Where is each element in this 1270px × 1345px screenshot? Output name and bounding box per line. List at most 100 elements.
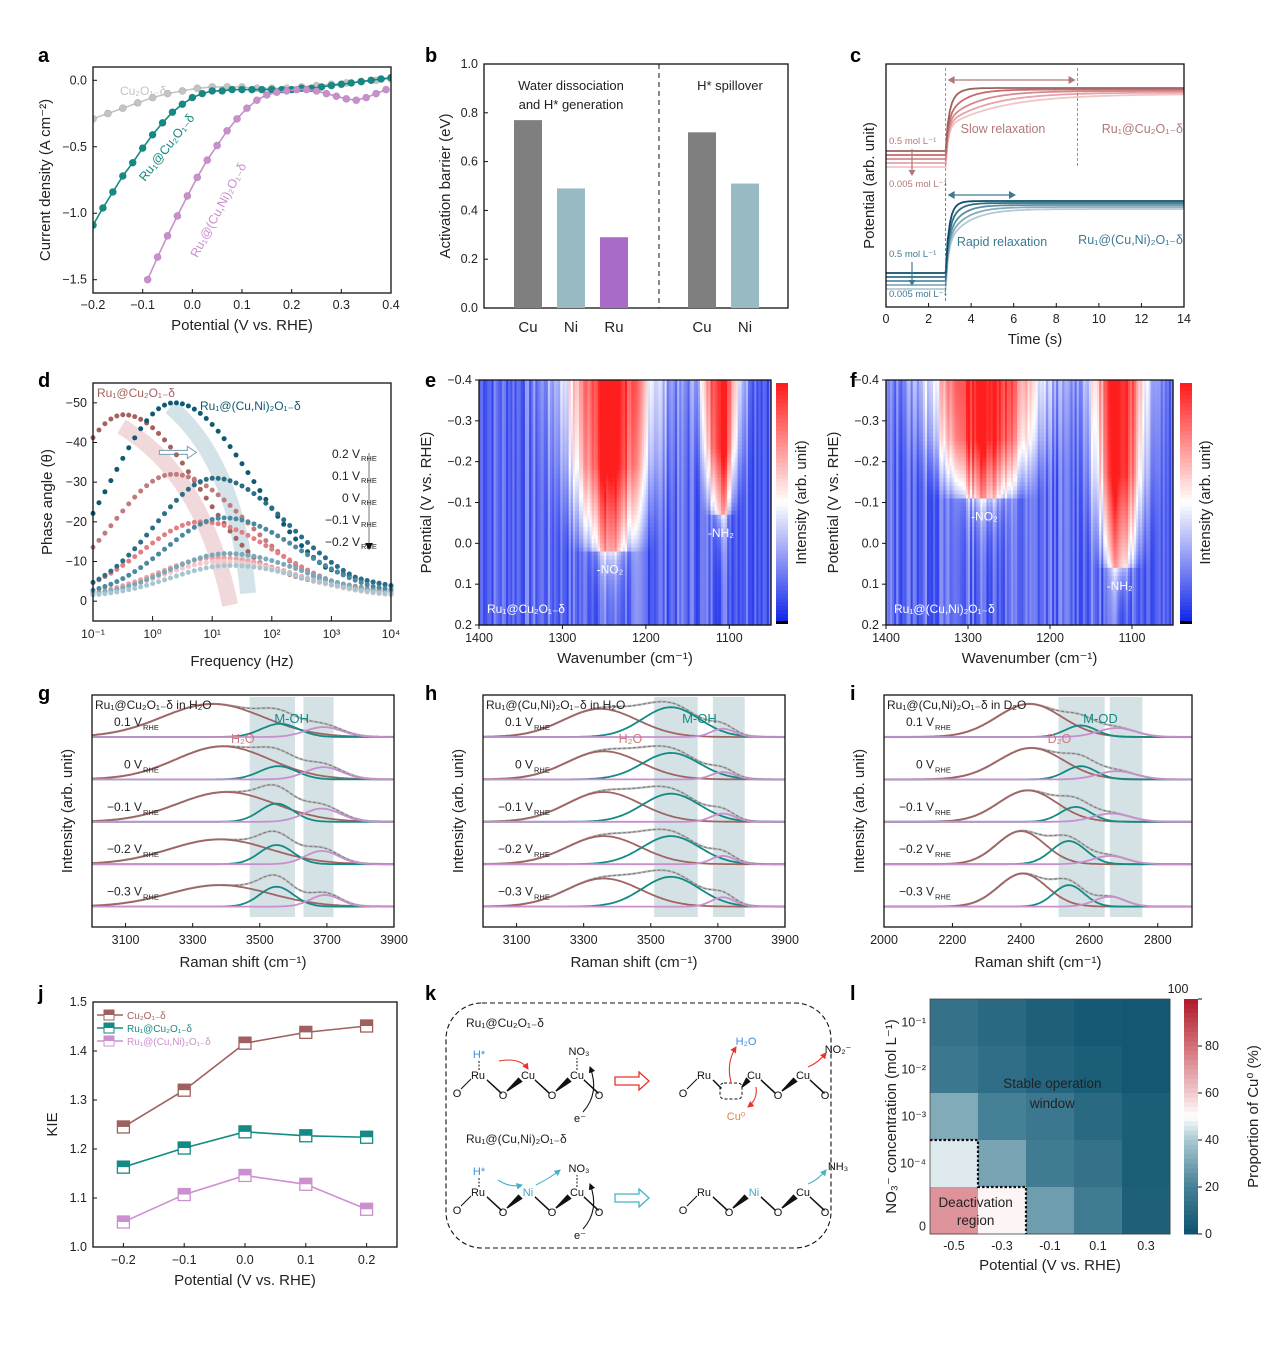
heatmap-cell: [495, 498, 499, 504]
heatmap-cell: [479, 498, 482, 504]
data-point: [156, 475, 162, 481]
heatmap-cell: [524, 441, 528, 446]
panel-letter-b: b: [425, 45, 437, 67]
heatmap-cell: [504, 461, 507, 467]
heatmap-cell: [543, 584, 547, 589]
heatmap-cell: [518, 522, 522, 528]
data-point: [185, 486, 191, 492]
heatmap-cell: [504, 469, 507, 475]
heatmap-cell: [516, 494, 520, 500]
heatmap-cell: [495, 620, 499, 626]
heatmap-cell: [533, 408, 536, 414]
heatmap-cell: [479, 416, 482, 422]
heatmap-cell: [541, 563, 545, 569]
heatmap-cell: [479, 424, 482, 430]
heatmap-cell: [529, 457, 532, 463]
heatmap-cell: [499, 429, 503, 434]
heatmap-cell: [543, 514, 547, 520]
heatmap-cell: [518, 416, 522, 422]
heatmap-cell: [522, 559, 526, 565]
heatmap-cell: [493, 453, 497, 459]
heatmap-cell: [535, 469, 538, 475]
data-point: [215, 428, 221, 434]
data-point: [209, 504, 215, 510]
heatmap-cell: [508, 531, 511, 536]
heatmap-cell: [512, 380, 516, 385]
heatmap-cell: [535, 433, 538, 438]
heatmap-cell: [487, 506, 491, 512]
heatmap-cell: [522, 551, 526, 557]
heatmap-cell: [543, 478, 547, 483]
data-point: [150, 525, 156, 531]
heatmap-cell: [531, 539, 534, 544]
heatmap-cell: [545, 555, 549, 561]
heatmap-cell: [487, 510, 491, 516]
heatmap-cell: [520, 408, 524, 414]
heatmap-cell: [537, 453, 541, 459]
heatmap-cell: [504, 567, 507, 573]
heatmap-cell: [543, 527, 547, 532]
heatmap-cell: [539, 433, 543, 438]
heatmap-cell: [487, 518, 491, 524]
heatmap-cell: [481, 580, 484, 585]
heatmap-cell: [531, 429, 534, 434]
heatmap-cell: [537, 506, 541, 512]
heatmap-cell: [524, 408, 528, 414]
heatmap-cell: [506, 608, 509, 614]
data-point: [275, 550, 281, 556]
heatmap-cell: [495, 412, 499, 418]
heatmap-cell: [491, 547, 495, 553]
heatmap-cell: [526, 580, 530, 585]
heatmap-cell: [489, 498, 493, 504]
heatmap-cell: [493, 445, 497, 451]
heatmap-cell: [541, 461, 545, 467]
heatmap-cell: [508, 522, 511, 528]
heatmap-cell: [516, 510, 520, 516]
heatmap-cell: [499, 502, 503, 508]
heatmap-cell: [533, 384, 536, 389]
heatmap-cell: [520, 457, 524, 463]
heatmap-cell: [479, 612, 482, 618]
heatmap-cell: [483, 535, 486, 540]
heatmap-cell: [504, 408, 507, 414]
heatmap-cell: [529, 441, 532, 446]
data-point: [346, 585, 352, 591]
heatmap-cell: [489, 596, 493, 602]
data-point: [144, 483, 150, 489]
heatmap-cell: [487, 527, 491, 532]
heatmap-cell: [497, 392, 501, 397]
data-point: [334, 569, 340, 575]
heatmap-cell: [485, 384, 488, 389]
heatmap-cell: [495, 429, 499, 434]
heatmap-cell: [520, 510, 524, 516]
heatmap-cell: [539, 416, 543, 422]
heatmap-cell: [539, 473, 543, 479]
heatmap-cell: [510, 551, 513, 557]
heatmap-cell: [520, 531, 524, 536]
bar: [557, 188, 585, 308]
data-point: [352, 577, 358, 583]
heatmap-cell: [543, 429, 547, 434]
heatmap-cell: [501, 388, 505, 393]
heatmap-cell: [537, 576, 541, 581]
heatmap-cell: [485, 584, 488, 589]
heatmap-cell: [506, 420, 509, 426]
heatmap-cell: [545, 592, 549, 598]
heatmap-cell: [529, 608, 532, 614]
data-point: [102, 489, 108, 495]
heatmap-cell: [483, 539, 486, 544]
heatmap-cell: [501, 502, 505, 508]
data-point: [114, 563, 120, 569]
heatmap-cell: [522, 502, 526, 508]
heatmap-cell: [510, 412, 513, 418]
heatmap-cell: [535, 441, 538, 446]
heatmap-cell: [516, 620, 520, 626]
heatmap-cell: [543, 424, 547, 430]
heatmap-cell: [543, 486, 547, 491]
heatmap-cell: [491, 457, 495, 463]
heatmap-cell: [483, 408, 486, 414]
heatmap-cell: [520, 592, 524, 598]
heatmap-cell: [506, 543, 509, 549]
heatmap-cell: [479, 469, 482, 475]
heatmap-cell: [516, 539, 520, 544]
